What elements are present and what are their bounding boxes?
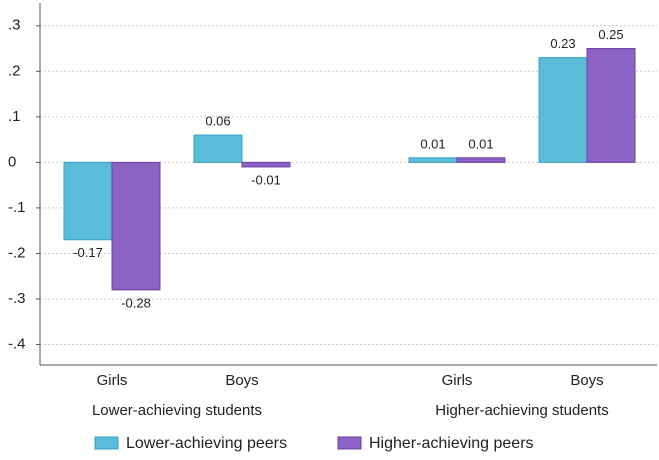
bar: [241, 161, 291, 168]
y-tick-label: -.1: [8, 199, 26, 216]
legend-swatch: [94, 436, 119, 450]
legend-label: Higher-achieving peers: [369, 435, 534, 452]
group-label: Higher-achieving students: [435, 402, 608, 419]
bar: [63, 161, 113, 241]
y-tick-label: -.2: [8, 244, 26, 261]
x-tick-label: Boys: [570, 372, 603, 389]
y-tick-label: .1: [8, 108, 21, 125]
data-label: 0.23: [550, 36, 575, 51]
data-label: -0.28: [121, 295, 151, 310]
y-tick-label: 0: [8, 153, 16, 170]
data-label: 0.01: [420, 136, 445, 151]
legend-label: Lower-achieving peers: [126, 435, 287, 452]
y-tick-label: -.3: [8, 290, 26, 307]
bar: [193, 134, 243, 163]
data-label: 0.25: [598, 27, 623, 42]
x-tick-label: Boys: [225, 372, 258, 389]
data-label: -0.01: [251, 172, 281, 187]
y-tick-label: .2: [8, 62, 21, 79]
data-label: 0.06: [205, 113, 230, 128]
x-tick-label: Girls: [442, 372, 473, 389]
bar: [456, 157, 506, 163]
bar: [586, 48, 636, 163]
legend-swatch: [337, 436, 362, 450]
data-label: 0.01: [468, 136, 493, 151]
bar: [408, 157, 458, 163]
y-tick-label: -.4: [8, 335, 26, 352]
bar: [111, 161, 161, 291]
x-tick-label: Girls: [97, 372, 128, 389]
group-label: Lower-achieving students: [92, 402, 262, 419]
data-label: -0.17: [73, 245, 103, 260]
y-tick-label: .3: [8, 17, 21, 34]
bar: [538, 57, 588, 163]
